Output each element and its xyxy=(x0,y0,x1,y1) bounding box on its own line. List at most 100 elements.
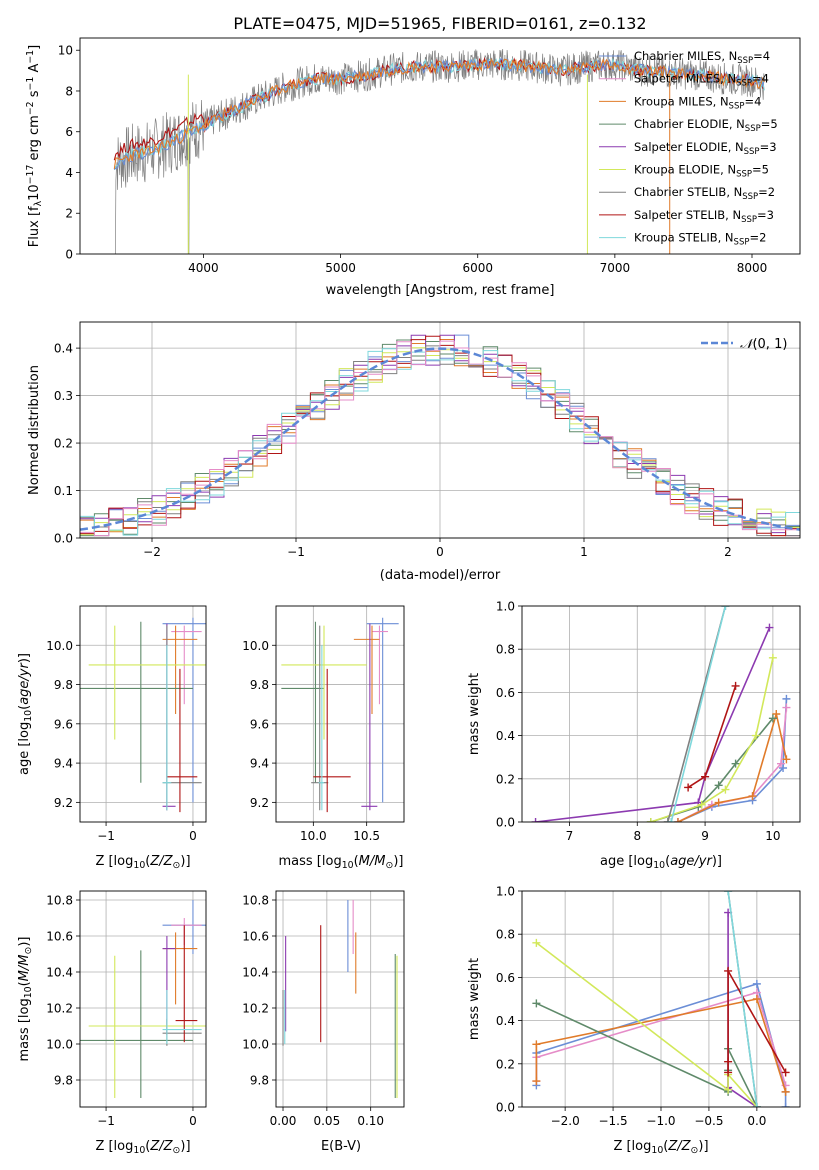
mass_vs_ebv-chart: 0.00 0.05 0.10 9.8 10.0 10.2 10.4 10.6 10.8 E(B-V… xyxy=(242,890,405,1154)
mass_vs_Z-xtick-label-1: 0 xyxy=(189,1114,197,1128)
mass_vs_ebv-ytick-label-0: 9.8 xyxy=(250,1074,269,1088)
age_vs_Z-ytick-label-3: 9.8 xyxy=(54,678,73,692)
mass_vs_ebv-xtick-label-2: 0.10 xyxy=(357,1114,384,1128)
hist-series-6 xyxy=(80,345,800,537)
mass_weight_vs_Z-xtick-label-4: 0.0 xyxy=(747,1114,766,1128)
spectrum-ytick-label-5: 10 xyxy=(58,44,73,58)
hist-series-8 xyxy=(80,348,800,537)
mass_weight_vs_age-frame xyxy=(521,605,801,823)
mass_weight_vs_age-xtick-label-1: 8 xyxy=(633,829,641,843)
legend-label-0: Chabrier MILES, NSSP=4 xyxy=(634,49,770,66)
mass_weight_vs_Z-line-5 xyxy=(535,942,758,1107)
mass_weight_vs_Z-marker-8-0 xyxy=(724,891,733,895)
age_vs_Z-ytick-label-0: 9.2 xyxy=(54,796,73,810)
mwage-xlabel: age [log10(age/yr)] xyxy=(600,854,722,871)
mass_weight_vs_age-ytick-label-0: 0.0 xyxy=(496,816,515,830)
mass_weight_vs_age-xtick-label-2: 9 xyxy=(701,829,709,843)
mass_weight_vs_Z-ytick-label-0: 0.0 xyxy=(496,1101,515,1115)
mass_weight_vs_Z-marker-2-1 xyxy=(532,1040,541,1049)
mass_weight_vs_Z-marker-8-1 xyxy=(752,1103,761,1107)
mass_vs_ebv-ytick-label-5: 10.8 xyxy=(242,894,269,908)
age_vs_Z-ytick-label-2: 9.6 xyxy=(54,717,73,731)
hist-ytick-label-0: 0.0 xyxy=(54,532,73,546)
mass_weight_vs_Z-xtick-label-2: −1.0 xyxy=(646,1114,675,1128)
mwz-ylabel: mass weight xyxy=(467,958,482,1040)
mass_weight_vs_age-marker-2-1 xyxy=(714,798,723,807)
hist-xtick-label-0: −2 xyxy=(143,545,161,559)
age_vs_Z-xtick-label-1: 0 xyxy=(189,829,197,843)
spectrum-ytick-label-3: 6 xyxy=(65,125,73,139)
mass_weight_vs_age-xtick-label-3: 10 xyxy=(765,829,780,843)
mass_weight_vs_Z-ytick-label-4: 0.8 xyxy=(496,928,515,942)
age_vs_mass-ytick-label-1: 9.4 xyxy=(250,757,269,771)
hist-normal-curve xyxy=(80,347,800,531)
mass_weight_vs_Z-marker-7-0 xyxy=(724,1068,733,1077)
age_vs_mass-ytick-label-3: 9.8 xyxy=(250,678,269,692)
age_vs_Z-plot-area xyxy=(80,617,206,813)
mass_vs_Z-ytick-label-5: 10.8 xyxy=(46,894,73,908)
agez-xlabel: Z [log10(Z/Z⊙)] xyxy=(95,854,190,871)
spectrum-xtick-label-0: 4000 xyxy=(188,261,219,275)
spectrum-frame xyxy=(79,37,801,255)
mass_weight_vs_age-line-4 xyxy=(535,627,771,822)
spectrum-xlabel: wavelength [Angstrom, rest frame] xyxy=(326,283,555,298)
mass_weight_vs_age-marker-0-3 xyxy=(779,764,788,772)
hist-xtick-label-1: −1 xyxy=(287,545,305,559)
mass_weight_vs_Z-plot-area xyxy=(532,891,790,1107)
mass_weight_vs_Z-marker-7-3 xyxy=(781,1068,790,1077)
hist-ytick-label-3: 0.3 xyxy=(54,389,73,403)
mass_weight_vs_Z-marker-2-3 xyxy=(781,1087,790,1096)
spectrum-ytick-label-1: 2 xyxy=(65,207,73,221)
mass_weight_vs_age-ytick-label-3: 0.6 xyxy=(496,686,515,700)
mass_vs_ebv-ytick-label-3: 10.4 xyxy=(242,966,269,980)
mass_weight_vs_Z-ytick-label-1: 0.2 xyxy=(496,1057,515,1071)
legend-label-2: Kroupa MILES, NSSP=4 xyxy=(634,94,761,111)
mass_vs_Z-plot-area xyxy=(80,900,206,1098)
mass_weight_vs_Z-ytick-label-3: 0.6 xyxy=(496,971,515,985)
mass_weight_vs_age-marker-7-1 xyxy=(701,772,710,781)
mass_weight_vs_Z-xtick-label-3: −0.5 xyxy=(694,1114,723,1128)
age_vs_mass-xtick-label-1: 10.5 xyxy=(353,829,380,843)
hist-ytick-label-2: 0.2 xyxy=(54,437,73,451)
agemass-xlabel: mass [log10(M/M⊙)] xyxy=(279,854,404,871)
age_vs_Z-frame xyxy=(79,605,207,823)
mass_weight_vs_age-marker-1-3 xyxy=(777,759,786,768)
mass_vs_Z-xtick-label-0: −1 xyxy=(97,1114,115,1128)
mass_weight_vs_age-marker-6-0 xyxy=(663,818,672,822)
mass_vs_ebv-ytick-label-4: 10.6 xyxy=(242,930,269,944)
mass_weight_vs_age-ytick-label-1: 0.2 xyxy=(496,772,515,786)
mass_weight_vs_Z-xtick-label-0: −2.0 xyxy=(551,1114,580,1128)
hist-chart: −2 −1 0 1 2 0.0 0.1 0.2 0.3 0.4 𝒩(0, 1) (data-model… xyxy=(27,321,801,583)
mass_weight_vs_age-line-8 xyxy=(670,606,727,822)
mass_weight_vs_Z-ytick-label-5: 1.0 xyxy=(496,885,515,899)
massz-xlabel: Z [log10(Z/Z⊙)] xyxy=(95,1139,190,1156)
mass_weight_vs_Z-xtick-label-1: −1.5 xyxy=(598,1114,627,1128)
hist-legend-label: 𝒩(0, 1) xyxy=(740,337,787,352)
mass_vs_ebv-ytick-label-2: 10.2 xyxy=(242,1002,269,1016)
mass_weight_vs_age-ytick-label-4: 0.8 xyxy=(496,643,515,657)
mass_weight_vs_age-marker-4-3 xyxy=(765,623,774,632)
mass_weight_vs_age-marker-3-2 xyxy=(714,781,723,790)
mass_weight_vs_age-marker-2-3 xyxy=(772,710,781,718)
mass_weight_vs_age-marker-4-0 xyxy=(531,818,540,822)
legend-label-5: Kroupa ELODIE, NSSP=5 xyxy=(634,163,769,180)
mass_weight_vs_age-marker-7-2 xyxy=(731,681,740,690)
legend-label-7: Salpeter STELIB, NSSP=3 xyxy=(634,208,774,225)
mass_weight_vs_Z-marker-2-2 xyxy=(752,995,761,1003)
spectrum-ytick-label-2: 4 xyxy=(65,166,73,180)
mass_weight_vs_Z-marker-7-1 xyxy=(724,1057,733,1066)
spectrum-xtick-label-1: 5000 xyxy=(325,261,356,275)
mass_vs_Z-ytick-label-3: 10.4 xyxy=(46,966,73,980)
mass_weight_vs_age-marker-8-0 xyxy=(667,818,676,822)
mass_weight_vs_Z-marker-7-2 xyxy=(724,966,733,975)
legend-label-3: Chabrier ELODIE, NSSP=5 xyxy=(634,117,778,134)
mwage-ylabel: mass weight xyxy=(467,673,482,755)
mass_weight_vs_age-marker-5-2 xyxy=(721,785,730,794)
hist-ytick-label-1: 0.1 xyxy=(54,484,73,498)
mass_vs_Z-ytick-label-2: 10.2 xyxy=(46,1002,73,1016)
age_vs_mass-xtick-label-0: 10.0 xyxy=(300,829,327,843)
mass_weight_vs_age-marker-5-4 xyxy=(768,653,777,662)
figure-title: PLATE=0475, MJD=51965, FIBERID=0161, z=0… xyxy=(233,14,646,33)
mass_weight_vs_age-marker-3-3 xyxy=(731,759,740,768)
